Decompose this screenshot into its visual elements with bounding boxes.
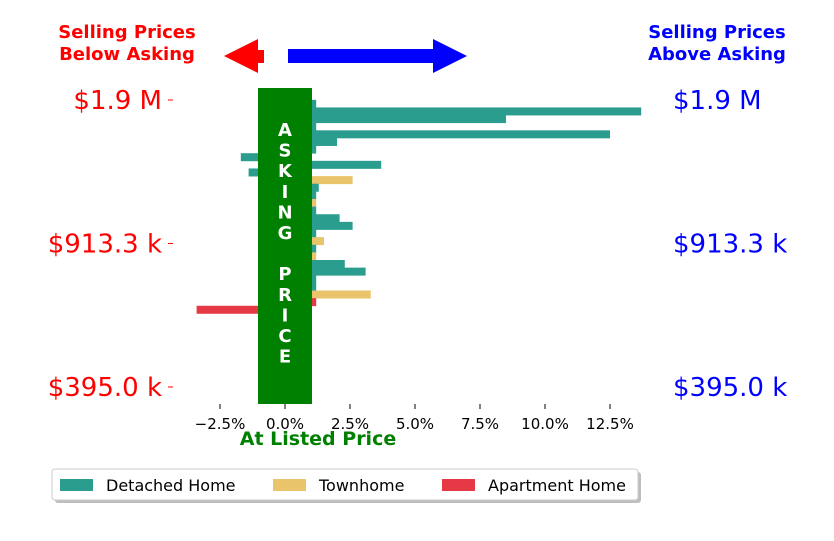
right-arrow-icon (288, 39, 467, 73)
legend-label-townhome: Townhome (318, 476, 404, 495)
bar-detached (285, 267, 366, 276)
band-letter: N (277, 202, 292, 223)
right-price-tick-label: $395.0 k (673, 373, 787, 403)
bar-detached (285, 130, 610, 139)
bar-townhome (285, 176, 353, 185)
legend-label-apartment: Apartment Home (488, 476, 626, 495)
legend-swatch-townhome (273, 479, 306, 491)
band-letter: P (278, 264, 291, 285)
bar-detached (285, 221, 353, 230)
bar-detached (285, 115, 506, 124)
x-tick-label: 7.5% (461, 415, 499, 433)
band-letter: K (278, 161, 293, 182)
bar-detached (285, 260, 345, 268)
x-axis: −2.5% 0.0% 2.5% 5.0% 7.5% 10.0% 12.5% (195, 404, 634, 433)
legend-swatch-apartment (442, 479, 475, 491)
left-arrow-icon (224, 39, 264, 73)
x-tick-label: 12.5% (586, 415, 634, 433)
band-letter: C (278, 326, 291, 347)
annotation-right-line2: Above Asking (648, 44, 786, 65)
bar-detached (285, 214, 340, 223)
asking-price-band-rect (258, 88, 312, 404)
right-price-tick-label: $1.9 M (673, 86, 762, 116)
bar-detached (285, 160, 382, 169)
x-tick-label: 2.5% (331, 415, 369, 433)
x-tick-label: 10.0% (521, 415, 569, 433)
bar-apartment (196, 305, 285, 314)
band-letter: A (278, 120, 292, 141)
band-letter: E (279, 347, 291, 368)
annotation-left-line2: Below Asking (59, 44, 195, 65)
legend-label-detached: Detached Home (106, 476, 236, 495)
x-tick-label: 5.0% (396, 415, 434, 433)
band-letter: G (278, 223, 293, 244)
x-axis-label: At Listed Price (240, 428, 396, 450)
left-price-tick-label: $1.9 M (73, 86, 162, 116)
band-letter: R (278, 285, 292, 306)
right-price-tick-label: $913.3 k (673, 230, 787, 260)
x-tick-label: 0.0% (266, 415, 304, 433)
price-ticks: $1.9 M $913.3 k $395.0 k $1.9 M $913.3 k $395… (48, 86, 788, 403)
bar-townhome (285, 290, 371, 299)
legend-swatch-detached (60, 479, 93, 491)
x-tick-label: −2.5% (195, 415, 246, 433)
annotation-right-line1: Selling Prices (648, 22, 785, 43)
left-price-tick-label: $913.3 k (48, 230, 162, 260)
legend: Detached Home Townhome Apartment Home (51, 468, 641, 503)
band-letter: I (282, 305, 289, 326)
band-letter: I (282, 182, 289, 203)
band-letter: S (279, 141, 292, 162)
left-price-tick-label: $395.0 k (48, 373, 162, 403)
annotation-left-line1: Selling Prices (58, 22, 195, 43)
bar-detached (285, 107, 642, 116)
